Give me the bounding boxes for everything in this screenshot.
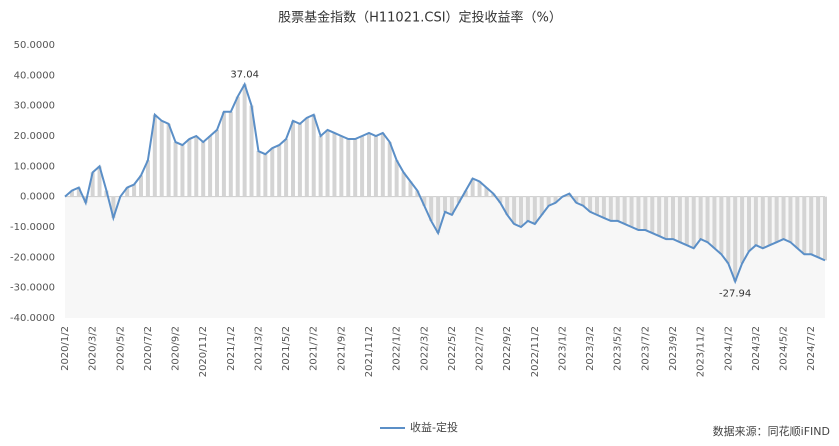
source: 数据来源：同花顺iFIND [713, 424, 830, 438]
data-label: -27.94 [719, 288, 751, 299]
y-tick-label: 50.0000 [14, 40, 55, 51]
x-tick-label: 2022/9/2 [502, 326, 513, 371]
y-tick-label: -20.0000 [10, 252, 55, 263]
x-tick-label: 2020/3/2 [88, 326, 99, 371]
x-tick-label: 2021/3/2 [253, 326, 264, 371]
x-tick-label: 2021/1/2 [226, 326, 237, 371]
x-tick-label: 2024/3/2 [751, 326, 762, 371]
x-tick-label: 2020/7/2 [143, 326, 154, 371]
x-tick-label: 2022/3/2 [419, 326, 430, 371]
x-tick-label: 2023/3/2 [585, 326, 596, 371]
x-tick-label: 2020/5/2 [115, 326, 126, 371]
x-tick-label: 2023/1/2 [557, 326, 568, 371]
x-tick-label: 2022/1/2 [392, 326, 403, 371]
x-tick-label: 2022/7/2 [475, 326, 486, 371]
y-tick-label: 40.0000 [14, 70, 55, 81]
x-tick-label: 2023/9/2 [668, 326, 679, 371]
data-label: 37.04 [230, 69, 259, 80]
x-tick-label: 2021/7/2 [309, 326, 320, 371]
x-tick-label: 2023/5/2 [613, 326, 624, 371]
x-tick-label: 2020/1/2 [60, 326, 71, 371]
negative-zone [65, 196, 825, 318]
legend-label: 收益-定投 [410, 420, 458, 434]
y-tick-label: 0.0000 [20, 192, 55, 203]
x-tick-label: 2023/7/2 [640, 326, 651, 371]
y-tick-label: -40.0000 [10, 313, 55, 324]
x-tick-label: 2020/9/2 [171, 326, 182, 371]
x-tick-label: 2021/11/2 [364, 326, 375, 377]
y-tick-label: 10.0000 [14, 161, 55, 172]
y-tick-label: -30.0000 [10, 283, 55, 294]
x-tick-label: 2021/5/2 [281, 326, 292, 371]
x-tick-label: 2023/11/2 [696, 326, 707, 377]
x-tick-label: 2024/7/2 [806, 326, 817, 371]
x-tick-label: 2024/1/2 [723, 326, 734, 371]
y-tick-label: 30.0000 [14, 101, 55, 112]
y-tick-label: -10.0000 [10, 222, 55, 233]
series-line [64, 81, 826, 285]
x-tick-label: 2022/11/2 [530, 326, 541, 377]
x-tick-label: 2024/5/2 [779, 326, 790, 371]
x-tick-label: 2021/9/2 [336, 326, 347, 371]
chart-title: 股票基金指数（H11021.CSI）定投收益率（%） [278, 10, 562, 26]
x-tick-label: 2020/11/2 [198, 326, 209, 377]
y-tick-label: 20.0000 [14, 131, 55, 142]
x-tick-label: 2022/5/2 [447, 326, 458, 371]
